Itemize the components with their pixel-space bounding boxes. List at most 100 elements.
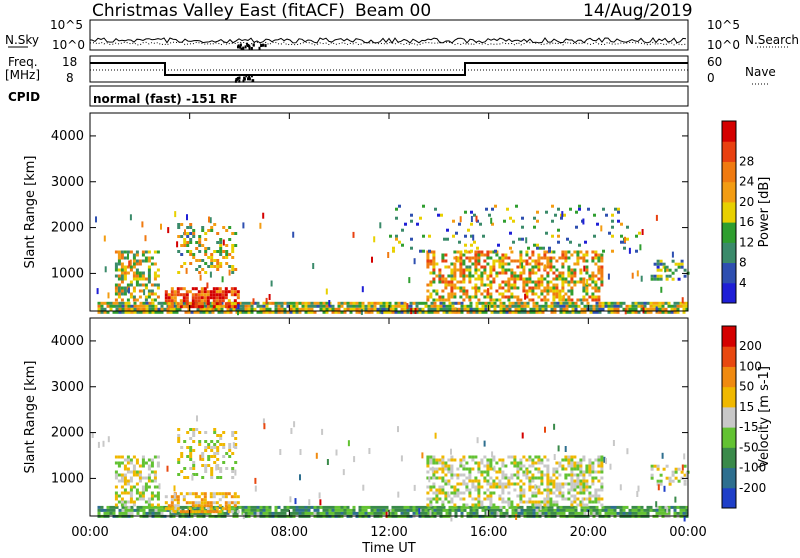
heatmap-cell	[426, 497, 430, 501]
heatmap-cell	[528, 479, 532, 483]
heatmap-cell	[97, 307, 101, 311]
heatmap-cell	[620, 222, 623, 226]
heatmap-speck	[371, 256, 373, 263]
heatmap-cell	[247, 301, 251, 305]
heatmap-cell	[656, 464, 660, 468]
heatmap-cell	[608, 231, 611, 235]
heatmap-speck	[208, 216, 210, 223]
heatmap-cell	[231, 271, 235, 274]
heatmap-cell	[472, 511, 476, 515]
heatmap-cell	[132, 277, 136, 281]
heatmap-cell	[501, 271, 505, 275]
heatmap-cell	[483, 271, 487, 275]
heatmap-cell	[129, 458, 133, 462]
heatmap-cell	[571, 310, 575, 314]
heatmap-cell	[234, 431, 238, 434]
heatmap-cell	[579, 485, 583, 489]
heatmap-cell	[231, 268, 235, 271]
heatmap-cell	[540, 473, 544, 477]
heatmap-cell	[679, 304, 683, 308]
heatmap-cell	[534, 494, 538, 498]
heatmap-cell	[513, 286, 517, 290]
heatmap-cell	[495, 470, 499, 474]
heatmap-cell	[361, 304, 365, 308]
heatmap-cell	[203, 296, 207, 300]
heatmap-cell	[519, 464, 523, 468]
heatmap-cell	[661, 508, 665, 512]
heatmap-cell	[658, 511, 662, 515]
heatmap-cell	[531, 280, 535, 284]
heatmap-cell	[202, 511, 206, 515]
heatmap-cell	[610, 307, 614, 311]
heatmap-cell	[192, 461, 196, 464]
heatmap-cell	[585, 503, 589, 507]
heatmap-cell	[164, 296, 168, 300]
heatmap-cell	[505, 511, 509, 515]
heatmap-cell	[331, 307, 335, 311]
heatmap-cell	[361, 307, 365, 311]
heatmap-cell	[167, 504, 171, 508]
heatmap-cell	[153, 277, 157, 281]
heatmap-speck	[299, 474, 301, 481]
heatmap-cell	[447, 274, 451, 278]
heatmap-cell	[564, 455, 568, 459]
heatmap-cell	[397, 505, 401, 509]
heatmap-cell	[588, 494, 592, 498]
heatmap-cell	[210, 226, 214, 229]
heatmap-cell	[442, 304, 446, 308]
heatmap-cell	[519, 259, 523, 263]
heatmap-cell	[283, 307, 287, 311]
heatmap-cell	[346, 508, 350, 512]
heatmap-cell	[180, 244, 184, 247]
heatmap-cell	[180, 235, 184, 238]
cpid-value: normal (fast) -151 RF	[93, 92, 238, 106]
nsky-trace	[90, 37, 687, 44]
heatmap-cell	[289, 301, 293, 305]
heatmap-cell	[292, 310, 296, 314]
heatmap-cell	[129, 500, 133, 504]
heatmap-cell	[473, 213, 476, 217]
heatmap-cell	[186, 431, 190, 434]
heatmap-cell	[154, 508, 158, 512]
heatmap-cell	[552, 485, 556, 489]
heatmap-cell	[582, 277, 586, 281]
heatmap-speck	[637, 485, 640, 492]
heatmap-speck	[459, 216, 462, 223]
heatmap-cell	[224, 290, 228, 294]
heatmap-speck	[429, 510, 432, 517]
ytick-label: 2000	[51, 221, 84, 236]
heatmap-cell	[514, 301, 518, 305]
xtick-label: 04:00	[171, 525, 208, 540]
heatmap-cell	[429, 283, 433, 287]
heatmap-cell	[219, 241, 223, 244]
heatmap-cell	[188, 305, 192, 309]
heatmap-cell	[582, 259, 586, 263]
heatmap-cell	[450, 262, 454, 266]
colorbar-segment	[722, 487, 736, 509]
heatmap-cell	[147, 473, 151, 477]
heatmap-cell	[549, 497, 553, 501]
heatmap-cell	[547, 511, 551, 515]
heatmap-cell	[594, 476, 598, 480]
heatmap-cell	[601, 508, 605, 512]
heatmap-cell	[576, 464, 580, 468]
heatmap-cell	[186, 241, 190, 244]
heatmap-cell	[424, 505, 428, 509]
heatmap-cell	[469, 511, 473, 515]
heatmap-cell	[597, 461, 601, 465]
heatmap-cell	[123, 503, 127, 507]
heatmap-cell	[319, 304, 323, 308]
heatmap-cell	[189, 449, 193, 452]
heatmap-speck	[434, 432, 437, 439]
heatmap-cell	[388, 301, 392, 305]
heatmap-cell	[659, 262, 663, 266]
heatmap-cell	[517, 310, 521, 314]
heatmap-cell	[204, 446, 208, 449]
heatmap-cell	[537, 256, 541, 260]
heatmap-cell	[534, 280, 538, 284]
heatmap-cell	[213, 265, 217, 268]
heatmap-cell	[197, 510, 201, 514]
heatmap-cell	[430, 301, 434, 305]
heatmap-cell	[468, 473, 472, 477]
heatmap-cell	[206, 504, 210, 508]
